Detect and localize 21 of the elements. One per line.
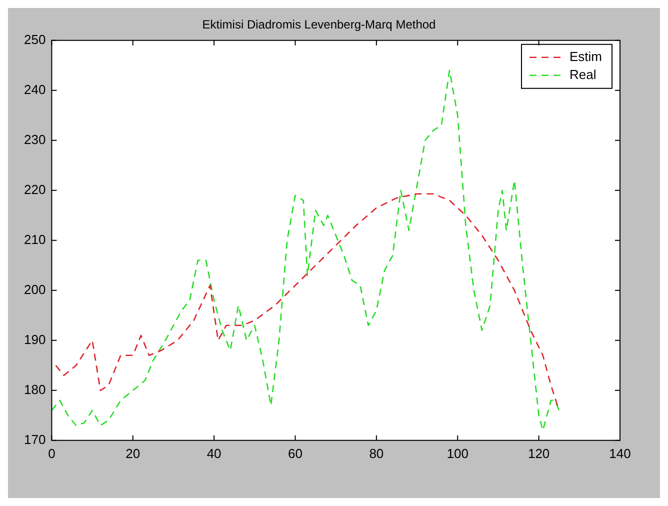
y-tick-label: 250	[24, 32, 46, 47]
x-tick-label: 40	[206, 446, 222, 461]
y-tick-label: 230	[24, 132, 46, 147]
y-tick-label: 240	[24, 82, 46, 97]
x-tick-label: 80	[369, 446, 384, 461]
legend-label: Estim	[570, 48, 602, 64]
x-tick-label: 20	[126, 446, 140, 461]
y-tick-label: 200	[24, 282, 46, 297]
y-tick-label: 190	[24, 332, 46, 347]
x-tick-label: 100	[446, 446, 468, 461]
x-tick-label: 120	[528, 446, 550, 461]
y-tick-label: 180	[24, 382, 46, 397]
y-tick-label: 170	[24, 432, 46, 447]
chart-title: Ektimisi Diadromis Levenberg-Marq Method	[202, 18, 436, 32]
x-tick-label: 140	[609, 446, 631, 461]
line-series	[55, 193, 560, 412]
x-tick-label: 0	[48, 446, 56, 461]
legend-label: Real	[570, 66, 596, 82]
x-tick-label: 60	[288, 446, 302, 461]
y-tick-label: 220	[24, 182, 46, 197]
y-tick-label: 210	[24, 232, 46, 247]
